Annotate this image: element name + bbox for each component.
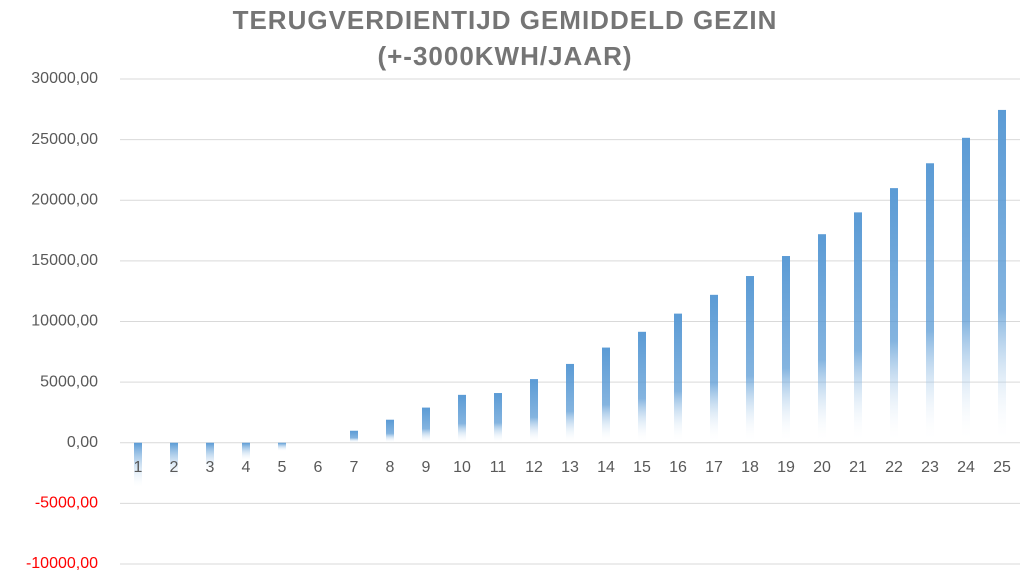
x-tick-label: 18: [741, 459, 759, 476]
x-tick-label: 5: [278, 459, 287, 476]
y-tick-label: 15000,00: [31, 252, 98, 269]
y-tick-label: 20000,00: [31, 191, 98, 208]
x-tick-label: 14: [597, 459, 615, 476]
x-tick-label: 24: [957, 459, 975, 476]
y-tick-label: -5000,00: [35, 495, 98, 512]
x-tick-label: 3: [206, 459, 215, 476]
chart-subtitle: (+-3000KWH/JAAR): [377, 41, 632, 71]
bar: [350, 430, 358, 443]
x-tick-label: 25: [993, 459, 1011, 476]
x-tick-label: 17: [705, 459, 723, 476]
bar: [566, 363, 574, 443]
bar: [530, 379, 538, 443]
y-tick-label: -10000,00: [26, 555, 98, 572]
y-tick-label: 25000,00: [31, 131, 98, 148]
bar: [710, 294, 718, 443]
y-tick-label: 30000,00: [31, 70, 98, 87]
bar: [170, 442, 178, 478]
x-tick-label: 20: [813, 459, 831, 476]
y-tick-label: 10000,00: [31, 313, 98, 330]
y-tick-label: 5000,00: [40, 373, 98, 390]
x-tick-label: 19: [777, 459, 795, 476]
bar: [818, 234, 826, 443]
bar: [242, 442, 250, 460]
bar: [278, 442, 286, 451]
bar: [746, 276, 754, 443]
bar: [926, 163, 934, 443]
bar: [494, 393, 502, 443]
x-tick-label: 10: [453, 459, 471, 476]
bar: [602, 347, 610, 443]
x-tick-label: 2: [170, 459, 179, 476]
x-tick-label: 11: [490, 459, 507, 476]
bar: [386, 419, 394, 443]
x-tick-label: 13: [561, 459, 579, 476]
bar: [890, 188, 898, 443]
x-tick-label: 23: [921, 459, 939, 476]
x-tick-label: 21: [849, 459, 867, 476]
bar: [206, 442, 214, 470]
x-tick-label: 22: [885, 459, 903, 476]
bar: [782, 256, 790, 443]
chart-title: TERUGVERDIENTIJD GEMIDDELD GEZIN: [233, 5, 778, 35]
y-tick-label: 0,00: [67, 434, 98, 451]
x-tick-label: 12: [525, 459, 543, 476]
bar: [638, 331, 646, 443]
bar: [422, 407, 430, 443]
bar: [854, 212, 862, 443]
bar: [134, 442, 142, 487]
bar: [998, 109, 1006, 443]
bar: [458, 394, 466, 443]
bar: [962, 137, 970, 443]
x-tick-label: 1: [134, 459, 143, 476]
x-tick-label: 4: [242, 459, 251, 476]
x-tick-label: 6: [314, 459, 323, 476]
x-tick-label: 9: [422, 459, 431, 476]
x-tick-label: 7: [350, 459, 359, 476]
x-tick-label: 15: [633, 459, 651, 476]
x-tick-label: 8: [386, 459, 395, 476]
bar: [674, 313, 682, 443]
x-tick-label: 16: [669, 459, 687, 476]
